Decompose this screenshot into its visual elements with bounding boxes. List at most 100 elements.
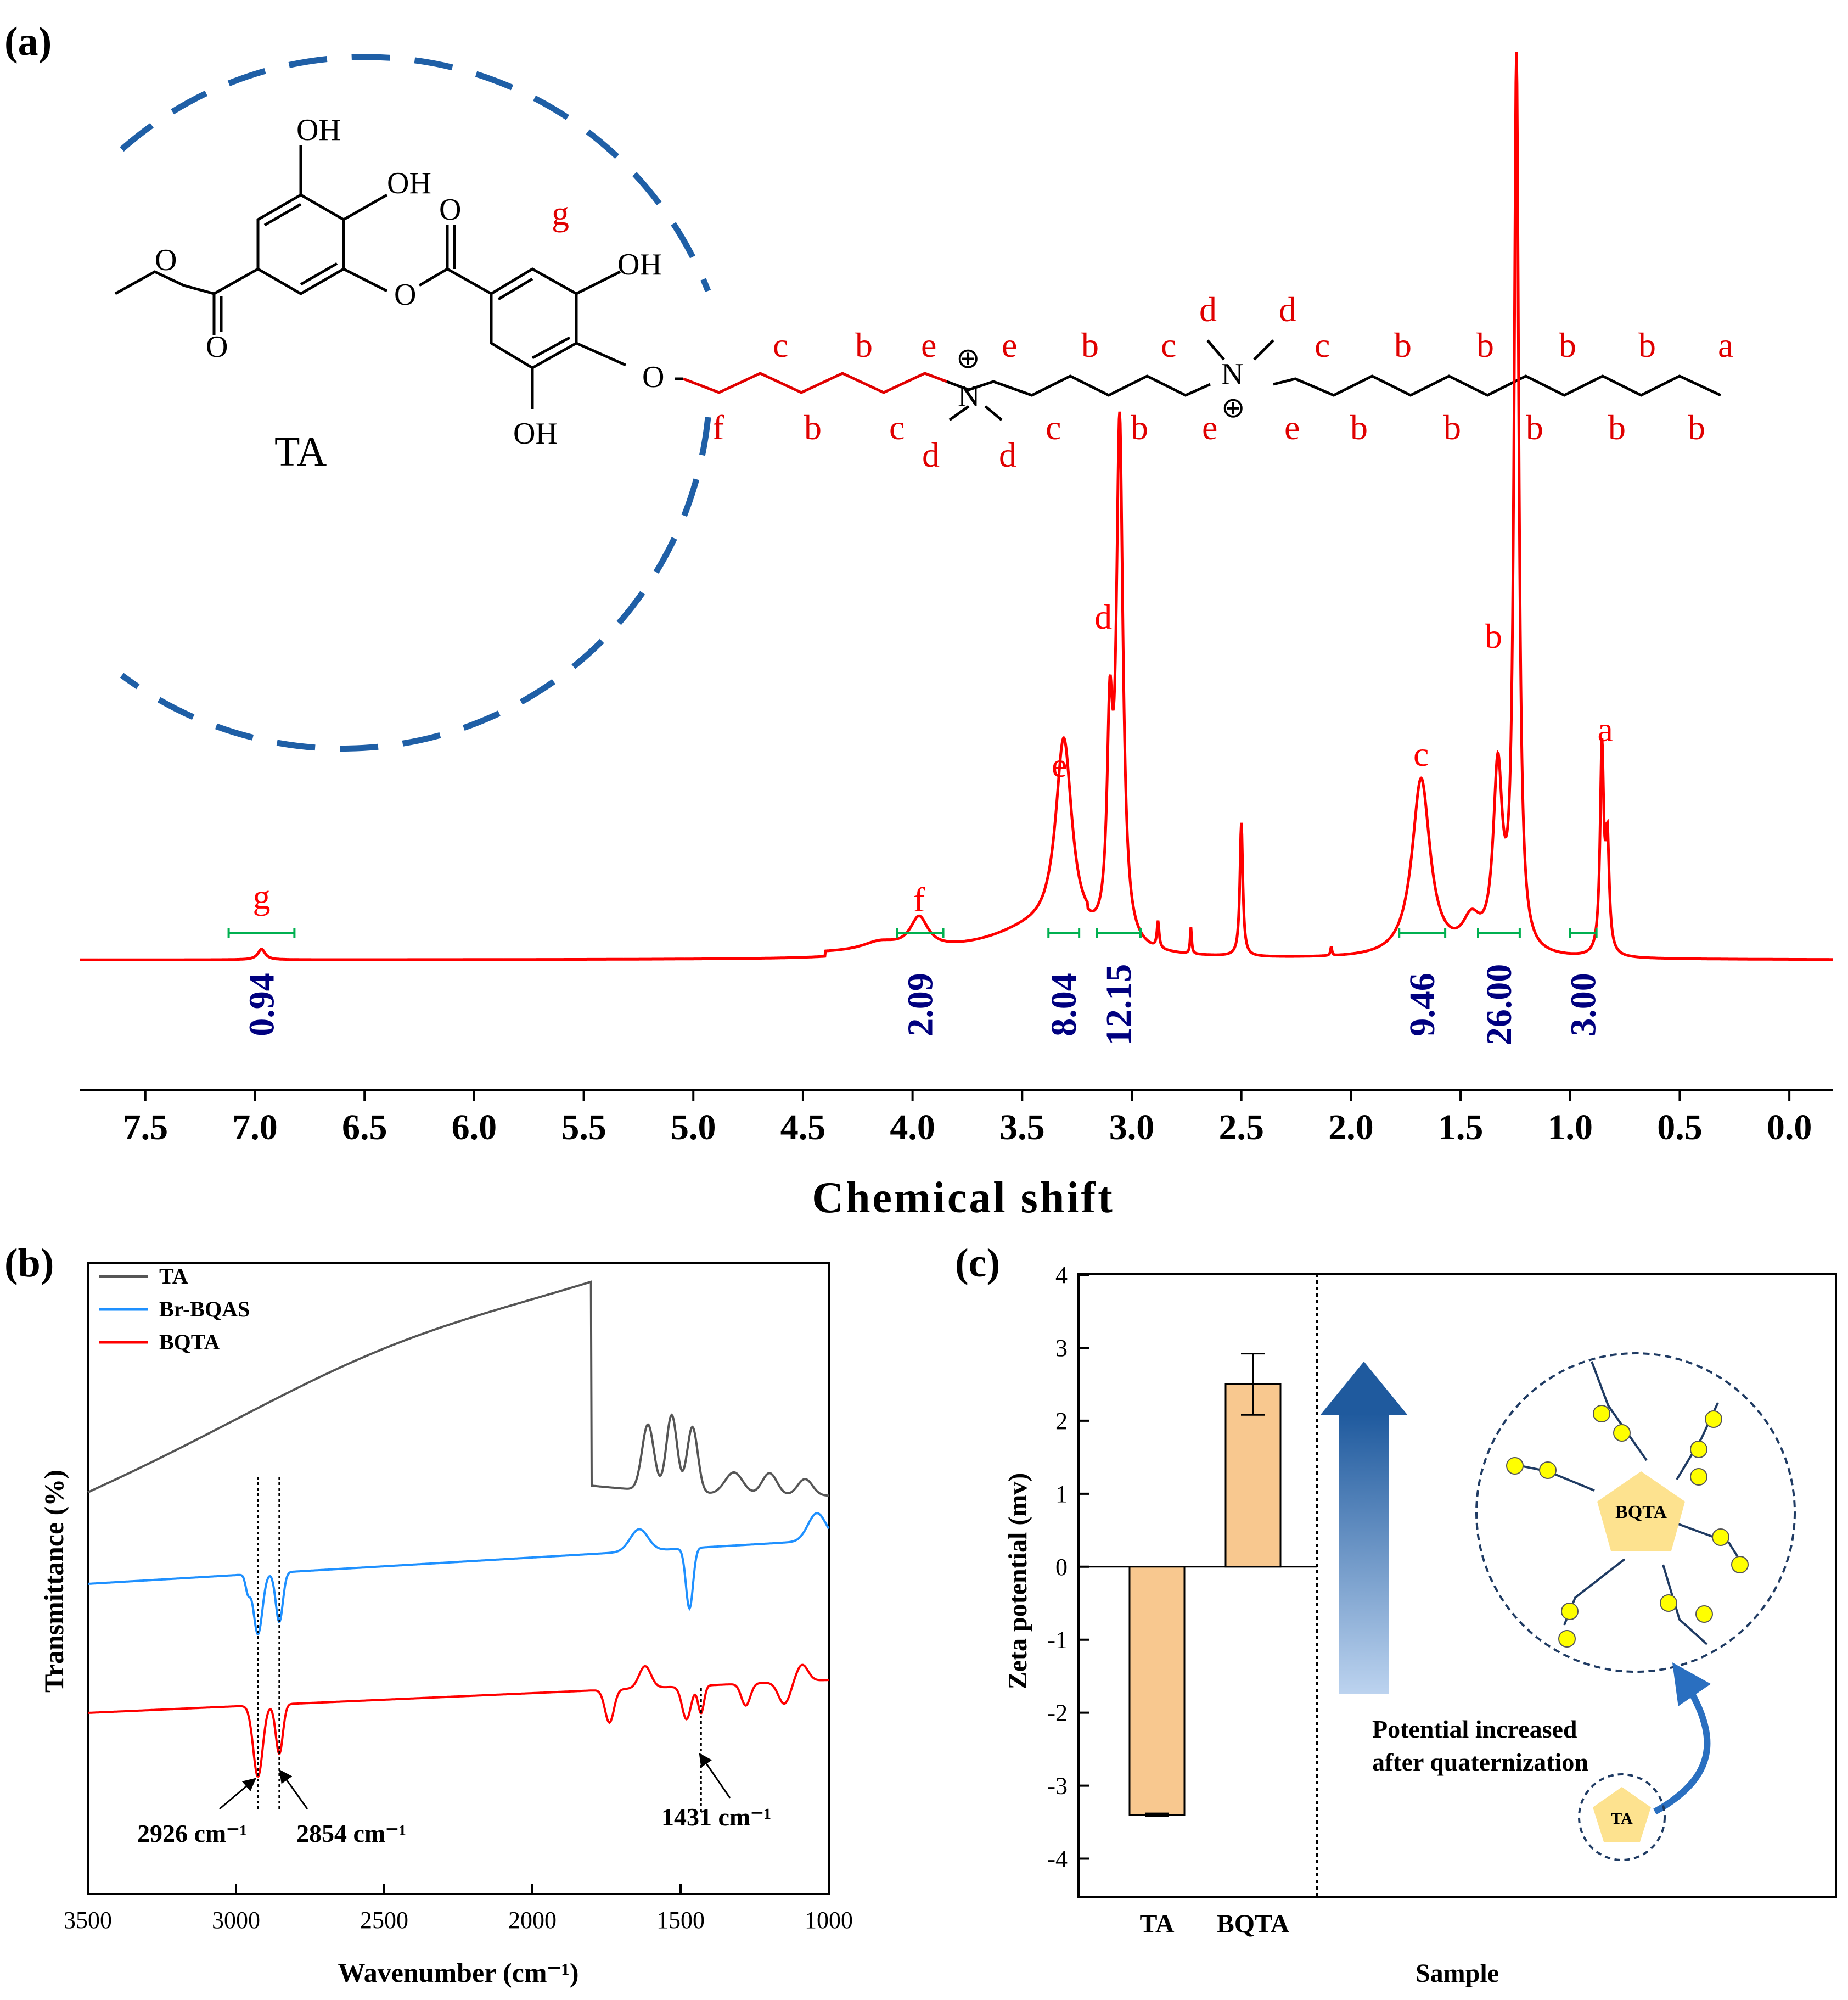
nmr-tick-label: 6.0 [452,1107,497,1147]
proton-label: a [1718,326,1733,365]
ftir-arrow [219,1778,256,1810]
proton-label: b [804,408,822,447]
curved-arrow [1653,1662,1711,1815]
peak-label-a: a [1597,710,1613,749]
proton-label: d [999,435,1016,474]
nmr-tick-label: 5.5 [561,1107,606,1147]
proton-labels: gc b e e b cd dc b b b b af b cd dc b e e b b b b b [552,194,1733,474]
charge-plus: ⊕ [1221,393,1245,424]
nmr-tick-label: 0.0 [1767,1107,1812,1147]
ftir-legend: TA Br-BQAS BQTA [99,1264,250,1354]
legend-br-bqas: Br-BQAS [159,1297,250,1321]
charge-plus: ⊕ [956,343,980,374]
proton-label: e [1202,408,1217,447]
zeta-x-axis-title: Sample [1416,1959,1499,1988]
proton-label: g [552,194,569,233]
structure-atoms: OH OH OH OH O O O O O N N ⊕ ⊕ [155,113,1245,451]
bqta-core [1597,1471,1685,1551]
zeta-category-label: BQTA [1217,1909,1290,1939]
proton-label: b [1131,408,1148,447]
proton-label: b [1608,408,1626,447]
zeta-tick-label: 2 [1055,1408,1068,1435]
proton-label: c [1161,326,1176,365]
charge-bead [1613,1424,1631,1442]
ftir-arrow [699,1753,731,1799]
nmr-tick-label: 7.0 [232,1107,278,1147]
ftir-tick-label: 1500 [656,1907,705,1934]
peak-label-f: f [913,880,925,919]
ftir-tick-label: 2000 [508,1907,557,1934]
peak-label-b: b [1485,617,1502,656]
zeta-tick-label: -1 [1047,1627,1068,1654]
peak-label-d: d [1094,597,1112,636]
charge-bead [1690,1468,1707,1486]
integral-value-c: 9.46 [1402,973,1442,1037]
peak-label-g: g [252,877,270,916]
bqta-core-label: BQTA [1615,1502,1667,1522]
annotation-1431: 1431 cm⁻¹ [661,1803,771,1831]
nmr-tick-label: 6.5 [342,1107,387,1147]
zeta-tick-label: -4 [1047,1846,1068,1873]
potential-increase-arrow [1320,1362,1408,1694]
proton-label: e [1284,408,1300,447]
schematic-arm [1520,1465,1595,1492]
nmr-tick-label: 2.0 [1328,1107,1374,1147]
proton-label: b [1638,326,1656,365]
o-label: O [642,360,664,394]
ta-label: TA [274,429,327,475]
oh-label: OH [513,417,558,451]
zeta-tick-label: 4 [1055,1262,1068,1288]
o-label: O [155,243,177,277]
nmr-tick-label: 1.0 [1548,1107,1593,1147]
integral-value-g: 0.94 [241,973,282,1037]
ftir-y-axis-title: Transmittance (%) [38,1470,69,1693]
oh-label: OH [617,248,662,282]
proton-label: b [1559,326,1576,365]
nmr-tick-label: 2.5 [1218,1107,1264,1147]
charge-bead [1558,1630,1576,1648]
proton-label: d [1199,290,1217,329]
proton-label: d [1279,290,1296,329]
charge-bead [1705,1410,1722,1428]
integral-value-e: 8.04 [1044,973,1084,1037]
schematic-arm [1591,1361,1648,1461]
o-label: O [439,193,461,227]
ta-precursor: TA [1578,1773,1666,1861]
proton-label: b [855,326,873,365]
charge-bead [1731,1556,1749,1573]
schematic-ring [1475,1352,1796,1673]
proton-label: b [1350,408,1368,447]
integral-value-a: 3.00 [1564,973,1604,1037]
nmr-tick-label: 4.5 [780,1107,826,1147]
proton-label: f [712,408,724,447]
integral-value-f: 2.09 [901,973,941,1037]
nmr-x-axis-title: Chemical shift [812,1174,1115,1222]
charge-bead [1660,1594,1677,1612]
integral-value-d: 12.15 [1099,964,1139,1046]
charge-bead [1561,1603,1579,1620]
zeta-category-label: TA [1139,1909,1174,1939]
nmr-tick-label: 4.0 [890,1107,935,1147]
ftir-arrow [279,1769,308,1809]
ftir-annotations: 2926 cm⁻¹ 2854 cm⁻¹ 1431 cm⁻¹ [137,1803,771,1847]
ftir-x-axis: 3500 3000 2500 2000 1500 1000 [64,1884,853,1934]
nmr-tick-label: 5.0 [671,1107,716,1147]
proton-label: b [1526,408,1543,447]
ftir-trace-ta [87,1280,829,1497]
o-label: O [206,330,228,364]
oh-label: OH [387,166,431,200]
nmr-tick-label: 7.5 [123,1107,168,1147]
annotation-2854: 2854 cm⁻¹ [296,1819,406,1847]
schematic-arm [1662,1564,1708,1645]
ta-highlight-ring [120,54,711,752]
oh-label: OH [296,113,341,147]
proton-label: e [921,326,936,365]
charge-bead [1593,1405,1610,1422]
zeta-tick-label: 3 [1055,1335,1068,1362]
proton-label: c [1046,408,1061,447]
peak-label-e: e [1052,746,1067,785]
ftir-tick-label: 2500 [360,1907,408,1934]
ftir-tick-label: 3500 [64,1907,112,1934]
